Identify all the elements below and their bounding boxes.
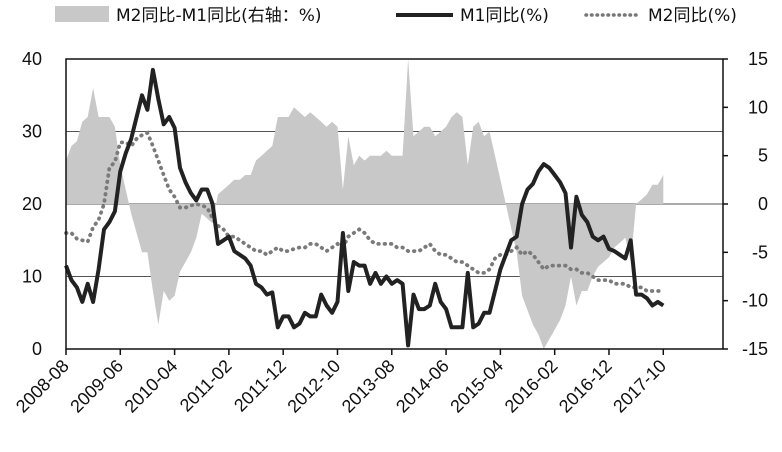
left-tick-label: 30 (22, 122, 42, 142)
x-tick-label: 2009-06 (66, 356, 127, 417)
x-tick-label: 2017-10 (609, 356, 670, 417)
right-tick-label: -5 (752, 242, 768, 262)
right-tick-label: 0 (758, 194, 768, 214)
left-tick-label: 10 (22, 267, 42, 287)
x-tick-label: 2011-02 (176, 356, 236, 416)
x-tick-label: 2014-06 (392, 356, 453, 417)
legend-label-m2: M2同比(%) (648, 6, 737, 26)
x-tick-label: 2010-04 (121, 356, 182, 417)
legend-label-spread: M2同比-M1同比(右轴：%) (116, 6, 322, 26)
x-tick-label: 2016-12 (555, 356, 616, 417)
x-tick-label: 2008-08 (12, 356, 73, 417)
right-tick-label: -10 (742, 291, 768, 311)
x-tick-label: 2016-02 (501, 356, 562, 417)
left-tick-label: 0 (32, 339, 42, 359)
right-axis: -15 -10 -5 0 5 10 15 (723, 49, 768, 359)
spread-area (66, 59, 664, 349)
left-axis: 0 10 20 30 40 (22, 49, 42, 359)
right-tick-label: 5 (758, 146, 768, 166)
right-tick-label: 15 (748, 49, 768, 69)
x-axis: 2008-082009-062010-042011-022011-122012-… (12, 349, 670, 417)
left-tick-label: 40 (22, 49, 42, 69)
x-tick-label: 2012-10 (283, 356, 344, 417)
m2-line (64, 130, 666, 293)
legend-label-m1: M1同比(%) (460, 6, 549, 26)
x-tick-label: 2015-04 (446, 356, 507, 417)
right-tick-label: -15 (742, 339, 768, 359)
legend-swatch-spread (55, 6, 109, 22)
x-tick-label: 2013-08 (338, 356, 399, 417)
m1-line (64, 67, 665, 348)
x-tick-label: 2011-12 (230, 356, 290, 416)
legend: M2同比-M1同比(右轴：%) M1同比(%) M2同比(%) (55, 6, 737, 26)
left-tick-label: 20 (22, 194, 42, 214)
right-tick-label: 10 (748, 97, 768, 117)
